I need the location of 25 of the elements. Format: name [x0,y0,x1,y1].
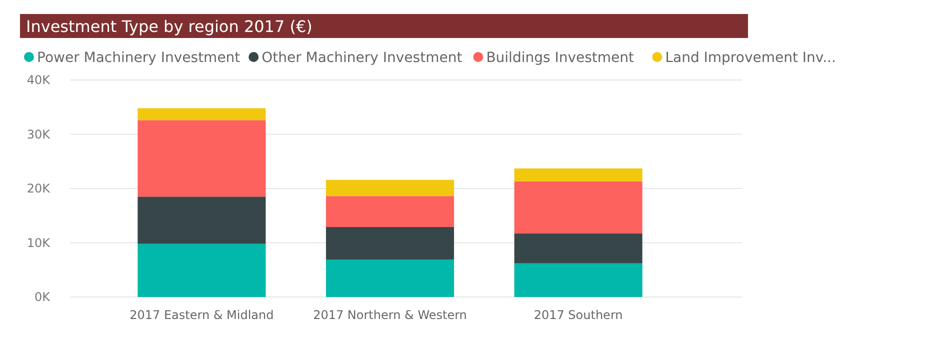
bar [138,108,266,120]
bar [138,196,266,244]
legend-label: Other Machinery Investment [262,50,463,66]
bar [514,263,642,297]
bar [514,181,642,234]
bar [326,180,454,196]
y-tick-label: 0K [34,290,52,304]
y-tick-label: 20K [26,182,52,196]
bar [326,260,454,297]
bar [514,168,642,182]
legend-label: Land Improvement Inv... [665,50,836,66]
y-tick-label: 10K [26,236,52,250]
bar [326,227,454,260]
y-tick-label: 30K [26,127,52,142]
x-tick-label: 2017 Southern [534,308,623,322]
bar [326,196,454,228]
y-tick-label: 40K [26,73,52,87]
legend-label: Power Machinery Investment [37,50,241,66]
bar [514,234,642,264]
legend-label: Buildings Investment [486,50,635,66]
chart-title: Investment Type by region 2017 (€) [26,17,312,36]
bar [138,244,266,297]
bar [138,120,266,197]
x-tick-label: 2017 Eastern & Midland [130,308,274,322]
x-tick-label: 2017 Northern & Western [313,308,467,322]
